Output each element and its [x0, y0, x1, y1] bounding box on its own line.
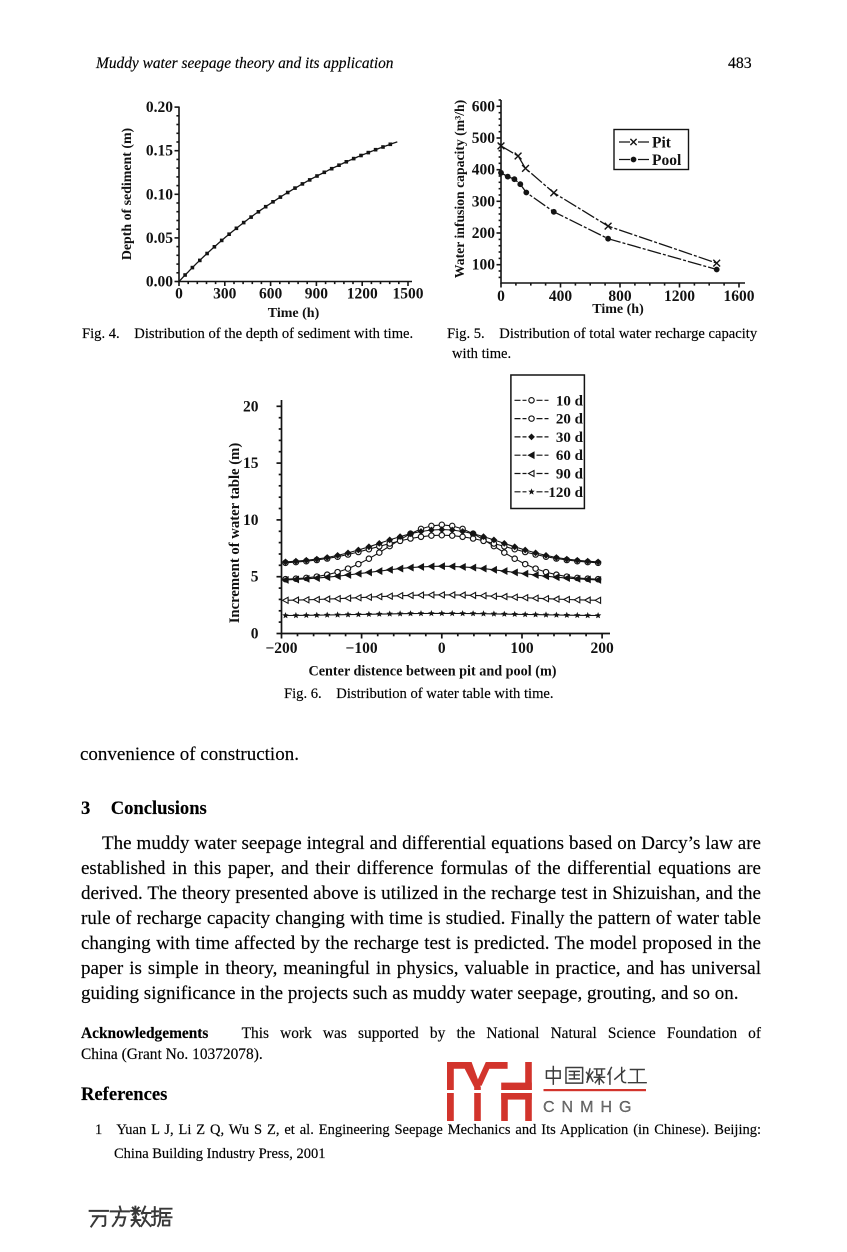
- svg-text:300: 300: [472, 193, 496, 210]
- svg-text:20 d: 20 d: [556, 412, 584, 428]
- svg-text:0: 0: [175, 286, 183, 303]
- svg-text:−100: −100: [346, 640, 378, 657]
- svg-text:Time (h): Time (h): [592, 302, 644, 317]
- svg-text:Time (h): Time (h): [268, 306, 320, 321]
- svg-text:1200: 1200: [664, 288, 695, 305]
- svg-text:0: 0: [438, 640, 446, 657]
- svg-text:Depth of sediment (m): Depth of sediment (m): [120, 127, 135, 260]
- svg-text:Pool: Pool: [652, 152, 682, 169]
- svg-text:1200: 1200: [347, 286, 378, 303]
- svg-text:0.10: 0.10: [146, 186, 173, 203]
- svg-text:0.00: 0.00: [146, 274, 173, 291]
- svg-text:0.05: 0.05: [146, 230, 173, 247]
- svg-text:200: 200: [590, 640, 614, 657]
- svg-text:800: 800: [608, 288, 632, 305]
- svg-text:400: 400: [472, 162, 496, 179]
- svg-text:10: 10: [243, 512, 259, 529]
- svg-text:500: 500: [472, 130, 496, 147]
- svg-text:600: 600: [472, 98, 496, 115]
- svg-text:1500: 1500: [393, 286, 424, 303]
- svg-text:Center distence between pit an: Center distence between pit and pool (m): [309, 664, 557, 680]
- svg-text:−200: −200: [265, 640, 297, 657]
- svg-text:300: 300: [213, 286, 237, 303]
- svg-text:0: 0: [251, 626, 259, 643]
- svg-text:0: 0: [497, 288, 505, 305]
- svg-text:20: 20: [243, 398, 259, 415]
- svg-text:30 d: 30 d: [556, 430, 584, 446]
- svg-text:10 d: 10 d: [556, 393, 584, 409]
- svg-text:5: 5: [251, 569, 259, 586]
- svg-text:120 d: 120 d: [548, 485, 583, 501]
- svg-text:0.15: 0.15: [146, 143, 173, 160]
- svg-text:90 d: 90 d: [556, 467, 584, 483]
- svg-text:Increment of water table (m): Increment of water table (m): [227, 443, 243, 624]
- svg-text:60 d: 60 d: [556, 448, 584, 464]
- svg-text:100: 100: [510, 640, 534, 657]
- svg-text:Water infusion capacity (m³/h): Water infusion capacity (m³/h): [452, 100, 468, 278]
- svg-text:Pit: Pit: [652, 135, 672, 152]
- svg-text:15: 15: [243, 455, 259, 472]
- svg-text:200: 200: [472, 225, 496, 242]
- svg-text:600: 600: [259, 286, 283, 303]
- svg-text:900: 900: [305, 286, 329, 303]
- svg-text:1600: 1600: [724, 288, 755, 305]
- svg-text:400: 400: [549, 288, 573, 305]
- svg-text:100: 100: [472, 257, 496, 274]
- svg-text:0.20: 0.20: [146, 99, 173, 116]
